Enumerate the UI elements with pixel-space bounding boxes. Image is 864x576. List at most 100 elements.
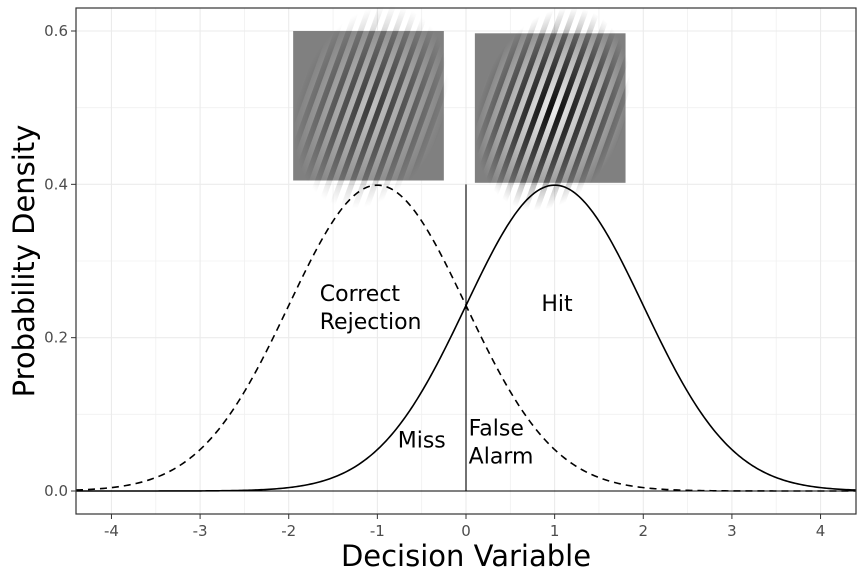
gabor-dark-bar xyxy=(537,0,646,265)
gabor-dark-bar xyxy=(283,0,392,236)
gabor-dark-bar xyxy=(434,0,542,227)
gabor-dark-bar xyxy=(475,0,584,242)
annotation-false: False Alarm xyxy=(469,416,534,469)
gabor-dark-bar xyxy=(403,0,511,216)
gabor-dark-bar xyxy=(424,0,532,224)
annotation-correct: Correct Rejection xyxy=(320,282,422,335)
gabor-stripes xyxy=(221,0,521,283)
gabor-light-bar xyxy=(247,0,356,223)
y-axis-title: Probability Density xyxy=(7,125,41,398)
x-tick-label: 1 xyxy=(550,522,560,540)
annotation-hit: Hit xyxy=(541,292,573,317)
gabor-light-bar xyxy=(522,0,630,259)
gabor-dark-bar xyxy=(221,0,330,214)
y-tick-label: 0.6 xyxy=(44,22,68,40)
x-tick-label: 0 xyxy=(461,522,471,540)
gabor-dark-bar xyxy=(273,0,381,233)
gabor-light-bar xyxy=(511,0,620,256)
gabor-dark-bar xyxy=(506,0,615,254)
gabor-dark-bar xyxy=(376,0,485,270)
x-tick-label: -3 xyxy=(193,522,208,540)
y-tick-label: 0.0 xyxy=(44,482,68,500)
gabor-light-bar xyxy=(553,0,661,271)
gabor-light-bar xyxy=(257,0,366,227)
gabor-light-bar xyxy=(330,0,438,253)
gabor-dark-bar xyxy=(232,0,340,218)
gabor-light-bar xyxy=(319,0,428,250)
gabor-light-bar xyxy=(501,0,610,252)
annotation-miss: Miss xyxy=(398,428,446,453)
gabor-light-bar xyxy=(470,0,579,241)
annotation-line: False xyxy=(469,416,524,441)
gabor-light-bar xyxy=(408,0,517,218)
x-tick-label: -1 xyxy=(370,522,385,540)
gabor-dark-bar xyxy=(356,0,464,263)
annotation-line: Hit xyxy=(541,292,573,317)
gabor-dark-bar xyxy=(465,0,573,239)
y-tick-label: 0.2 xyxy=(44,329,68,347)
annotation-line: Alarm xyxy=(469,444,534,469)
gabor-light-bar xyxy=(439,0,548,229)
gabor-light-bar xyxy=(237,0,345,219)
gabor-light-bar xyxy=(226,0,335,216)
gabor-dark-bar xyxy=(496,0,604,250)
x-axis-ticks: -4 -3 -2 -1 0 1 2 3 4 xyxy=(104,514,825,540)
gabor-dark-bar xyxy=(345,0,454,259)
gabor-dark-bar xyxy=(304,0,412,244)
gabor-dark-bar xyxy=(444,0,553,231)
gabor-dark-bar xyxy=(486,0,594,246)
gabor-dark-bar xyxy=(366,0,474,266)
gabor-light-bar xyxy=(278,0,387,235)
gabor-light-bar xyxy=(350,0,459,261)
gabor-dark-bar xyxy=(558,0,666,273)
annotation-line: Rejection xyxy=(320,310,422,335)
gabor-dark-bar xyxy=(335,0,443,255)
series-layer xyxy=(75,184,857,492)
gabor-light-bar xyxy=(299,0,407,242)
x-tick-label: -4 xyxy=(104,522,119,540)
stimulus-images xyxy=(221,0,703,286)
gabor-dark-bar xyxy=(252,0,361,225)
gabor-light-bar xyxy=(460,0,568,237)
gabor-light-bar xyxy=(532,0,641,263)
gabor-dark-bar xyxy=(263,0,371,229)
annotations: Correct Rejection Hit Miss False Alarm xyxy=(320,282,573,469)
gabor-dark-bar xyxy=(548,0,656,269)
x-tick-label: -2 xyxy=(281,522,296,540)
gabor-light-bar xyxy=(543,0,651,267)
gabor-light-bar xyxy=(288,0,397,238)
gabor-dark-bar xyxy=(589,0,697,284)
gabor-light-bar xyxy=(449,0,558,233)
gabor-dark-bar xyxy=(294,0,402,240)
gabor-light-bar xyxy=(594,2,703,286)
noise-gabor-image xyxy=(221,0,521,283)
gabor-light-bar xyxy=(371,0,480,268)
x-axis-title: Decision Variable xyxy=(341,539,591,573)
x-tick-label: 2 xyxy=(638,522,648,540)
gabor-dark-bar xyxy=(527,0,635,261)
y-axis-ticks: 0.0 0.2 0.4 0.6 xyxy=(44,22,76,500)
gabor-light-bar xyxy=(480,0,589,244)
x-tick-label: 3 xyxy=(727,522,737,540)
gabor-light-bar xyxy=(340,0,449,257)
gabor-dark-bar xyxy=(579,0,687,280)
gabor-light-bar xyxy=(584,0,692,282)
gabor-dark-bar xyxy=(325,0,433,251)
x-tick-label: 4 xyxy=(816,522,826,540)
gabor-dark-bar xyxy=(413,0,522,220)
gabor-light-bar xyxy=(491,0,599,248)
gabor-dark-bar xyxy=(242,0,350,221)
gabor-dark-bar xyxy=(517,0,625,257)
gabor-dark-bar xyxy=(314,0,423,248)
gabor-dark-bar xyxy=(455,0,563,235)
signal-gabor-image xyxy=(403,0,703,286)
y-tick-label: 0.4 xyxy=(44,175,68,193)
gabor-light-bar xyxy=(429,0,537,226)
gabor-light-bar xyxy=(563,0,672,274)
gabor-stripes xyxy=(403,0,703,286)
annotation-line: Correct xyxy=(320,282,401,307)
gabor-light-bar xyxy=(574,0,682,278)
gabor-light-bar xyxy=(309,0,418,246)
gabor-light-bar xyxy=(361,0,469,265)
